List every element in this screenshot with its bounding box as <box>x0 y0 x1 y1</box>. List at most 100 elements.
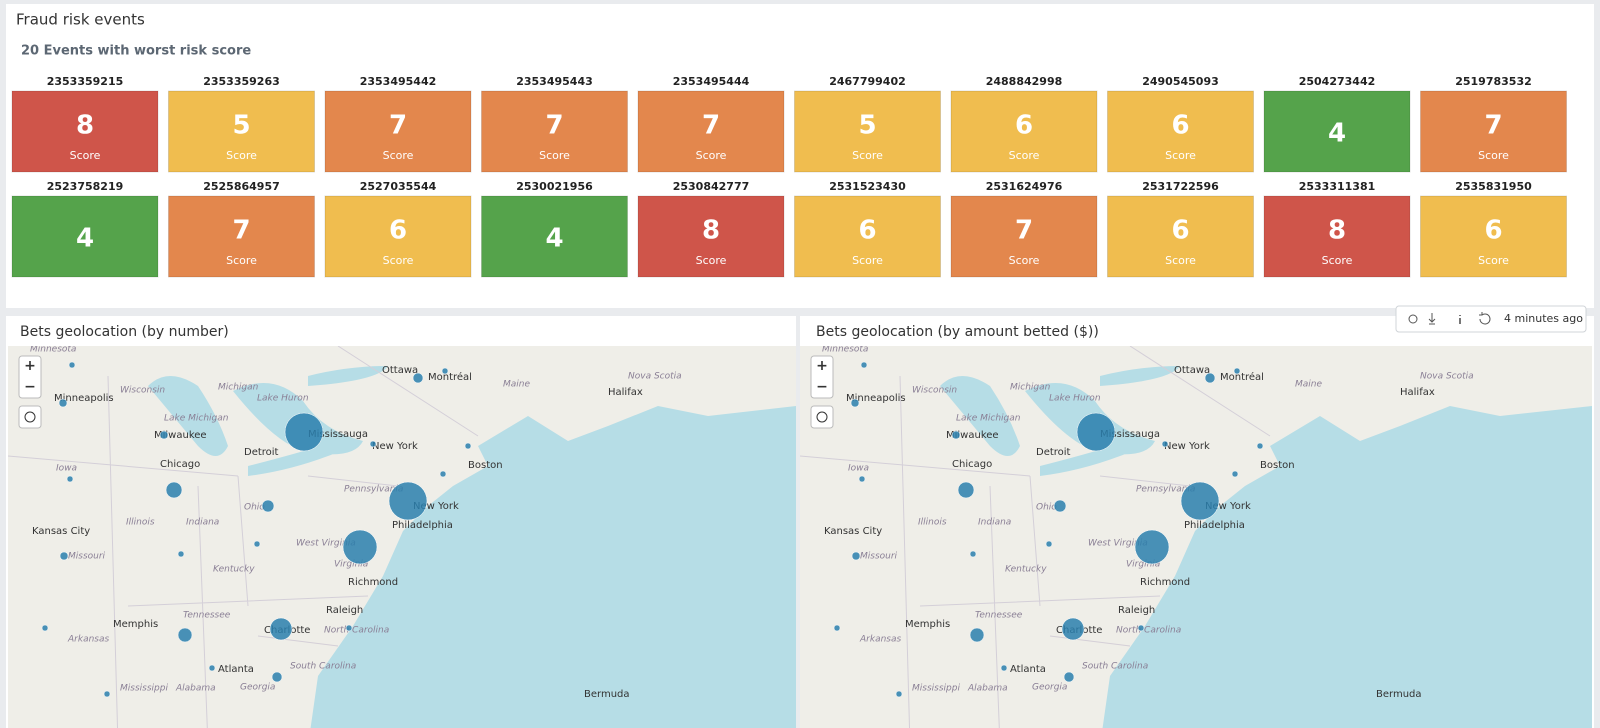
bubble[interactable] <box>1204 372 1216 384</box>
score-value: 5 <box>858 111 876 141</box>
score-tile[interactable] <box>1420 195 1567 278</box>
score-tile[interactable] <box>1420 90 1567 173</box>
zoom-in[interactable]: + <box>24 358 36 374</box>
bubble[interactable] <box>1161 440 1169 448</box>
bubble[interactable] <box>261 499 275 513</box>
bubble[interactable] <box>850 398 860 408</box>
place-label: New York <box>1164 441 1210 452</box>
place-label: Richmond <box>348 577 398 588</box>
locate-button[interactable] <box>18 405 42 429</box>
score-tile[interactable] <box>637 195 785 278</box>
score-tile[interactable] <box>11 90 159 173</box>
map: Minnesota Ottawa Montréal Maine Halifax Nova … <box>800 346 1592 728</box>
score-tile[interactable] <box>168 195 315 278</box>
score-label: Score <box>1009 254 1040 267</box>
locate-button[interactable] <box>810 405 834 429</box>
bubble[interactable] <box>1134 529 1170 565</box>
place-label: Halifax <box>608 387 643 398</box>
score-tile[interactable] <box>481 90 628 173</box>
place-label: Lake Michigan <box>164 414 229 424</box>
bubble[interactable] <box>439 470 447 478</box>
bubble[interactable] <box>1231 470 1239 478</box>
bubble[interactable] <box>1256 442 1264 450</box>
score-tile[interactable] <box>950 90 1098 173</box>
bubble[interactable] <box>177 550 185 558</box>
bubble[interactable] <box>342 529 378 565</box>
score-tile[interactable] <box>11 195 159 278</box>
score-tile[interactable] <box>794 90 941 173</box>
place-label: Michigan <box>1010 383 1051 393</box>
refresh-icon[interactable] <box>1479 312 1491 325</box>
score-tile[interactable] <box>324 195 472 278</box>
bubble[interactable] <box>345 624 353 632</box>
bubble[interactable] <box>103 690 111 698</box>
score-tile[interactable] <box>1107 90 1254 173</box>
bubble[interactable] <box>253 540 261 548</box>
score-tile[interactable] <box>1263 195 1411 278</box>
bubble[interactable] <box>68 361 76 369</box>
bubble[interactable] <box>1076 412 1116 452</box>
score-tile[interactable] <box>794 195 941 278</box>
bubble[interactable] <box>833 624 841 632</box>
bubble[interactable] <box>369 440 377 448</box>
bubble[interactable] <box>59 551 69 561</box>
bubble[interactable] <box>441 367 449 375</box>
score-tile[interactable] <box>950 195 1098 278</box>
bubble[interactable] <box>66 475 74 483</box>
bubble[interactable] <box>957 481 975 499</box>
bubble[interactable] <box>858 475 866 483</box>
place-label: Boston <box>468 460 503 471</box>
zoom-in[interactable]: + <box>816 358 828 374</box>
score-tile[interactable] <box>1107 195 1254 278</box>
bubble[interactable] <box>895 690 903 698</box>
bubble[interactable] <box>1233 367 1241 375</box>
score-value: 7 <box>389 111 407 141</box>
bubble[interactable] <box>1137 624 1145 632</box>
bubble[interactable] <box>969 627 985 643</box>
zoom-out[interactable]: − <box>24 379 36 395</box>
score-label: Score <box>383 254 414 267</box>
download-icon[interactable] <box>1428 313 1436 325</box>
zoom-out[interactable]: − <box>816 379 828 395</box>
bubble[interactable] <box>58 398 68 408</box>
bubble[interactable] <box>271 671 283 683</box>
score-tile[interactable] <box>481 195 628 278</box>
bubble[interactable] <box>1063 671 1075 683</box>
bubble[interactable] <box>388 481 428 521</box>
bubble[interactable] <box>860 361 868 369</box>
bubble[interactable] <box>1000 664 1008 672</box>
place-label: Lake Huron <box>1049 394 1101 404</box>
place-label: Chicago <box>952 459 992 470</box>
bubble[interactable] <box>464 442 472 450</box>
score-tile[interactable] <box>324 90 472 173</box>
bubble[interactable] <box>208 664 216 672</box>
bubble[interactable] <box>851 551 861 561</box>
bubble[interactable] <box>41 624 49 632</box>
score-tile[interactable] <box>168 90 315 173</box>
place-label: Raleigh <box>326 605 363 616</box>
place-label: Halifax <box>1400 387 1435 398</box>
bubble[interactable] <box>951 430 961 440</box>
place-label: Kansas City <box>32 526 90 537</box>
score-tile[interactable] <box>1263 90 1411 173</box>
subtitle: 20 Events with worst risk score <box>21 44 251 59</box>
bubble[interactable] <box>1061 617 1085 641</box>
bubble[interactable] <box>165 481 183 499</box>
place-label: Wisconsin <box>912 386 957 396</box>
place-label: Kentucky <box>1005 565 1047 575</box>
place-label: New York <box>1205 501 1251 512</box>
bubble[interactable] <box>1045 540 1053 548</box>
place-label: New York <box>413 501 459 512</box>
bubble[interactable] <box>269 617 293 641</box>
score-tile[interactable] <box>637 90 785 173</box>
bubble[interactable] <box>284 412 324 452</box>
bubble[interactable] <box>177 627 193 643</box>
bubble[interactable] <box>412 372 424 384</box>
bubble[interactable] <box>1180 481 1220 521</box>
score-label: Score <box>852 254 883 267</box>
search-icon[interactable] <box>1408 314 1418 324</box>
place-label: Kentucky <box>213 565 255 575</box>
bubble[interactable] <box>159 430 169 440</box>
bubble[interactable] <box>969 550 977 558</box>
bubble[interactable] <box>1053 499 1067 513</box>
